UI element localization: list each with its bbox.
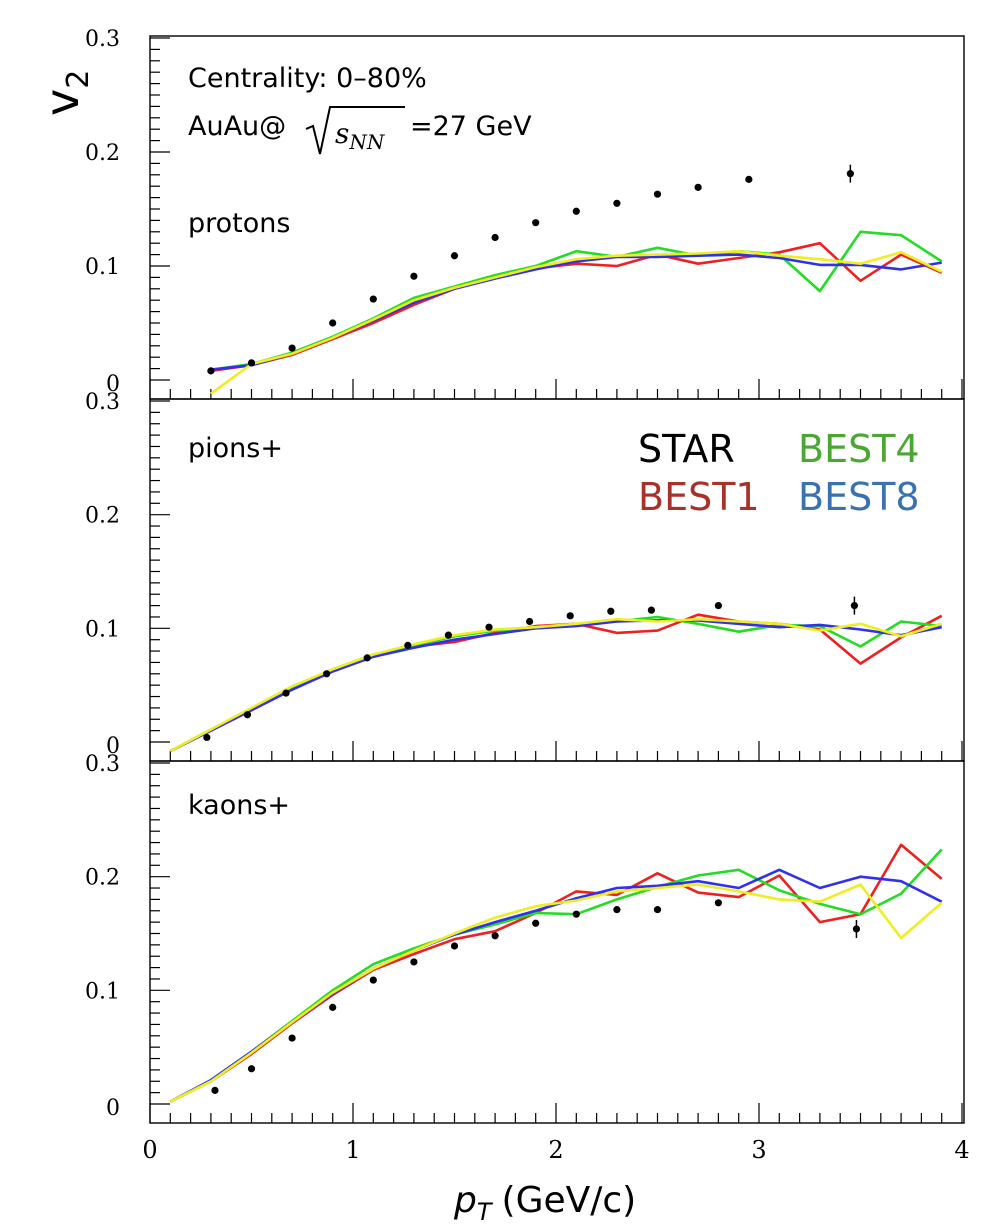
series-line-protons-best4 [210,230,943,371]
star-point [647,606,656,614]
panel-label-protons: protons [188,208,290,239]
star-point [450,252,459,260]
series-layer [169,230,943,1103]
star-point [404,641,412,649]
star-point [653,190,662,198]
series-line-pions-best4 [169,615,942,753]
star-point [363,654,371,662]
star-point [846,170,854,178]
sqrt-symbol [305,106,405,155]
y-axis-label: v2 [35,70,96,116]
star-point [203,733,211,742]
star-point [243,711,252,719]
series-line-kaons-best1 [169,843,943,1103]
y-tick-label: 0 [106,1096,120,1121]
star-point [288,344,296,352]
series-line-pions-best_yellow [169,617,943,753]
y-tick-label: 0.3 [85,390,120,415]
star-point [613,906,621,914]
star-point [607,607,615,615]
star-point [207,367,215,375]
y-tick-labels: 00.10.20.300.10.20.300.10.20.3 [85,27,120,1121]
star-point [850,602,859,610]
star-point [485,623,493,631]
star-point [444,631,453,639]
x-tick-label: 2 [548,1136,563,1164]
y-tick-label: 0 [106,734,120,759]
star-point [526,617,534,626]
y-tick-label: 0.1 [85,979,120,1004]
y-tick-label: 0.2 [85,141,120,166]
star-point [694,183,702,191]
star-points-layer [203,164,861,1094]
legend-best8: BEST8 [798,475,920,519]
star-point [491,233,499,242]
star-point [613,199,621,207]
axis-ticks [149,37,963,1123]
legend-best4: BEST4 [798,427,920,471]
star-point [450,942,459,950]
star-point [532,219,540,227]
star-point [566,612,574,620]
star-point [329,319,337,327]
legend-best1: BEST1 [638,475,760,519]
star-point [714,899,723,907]
star-point [211,1086,219,1094]
star-point [369,976,377,984]
star-point [572,910,580,918]
panel-label-pions: pions+ [188,433,283,464]
y-tick-label: 0.2 [85,504,120,529]
x-tick-label: 4 [954,1136,969,1164]
star-point [532,919,540,927]
star-point [745,175,753,183]
series-line-pions-best8 [169,619,942,753]
system-label: AuAu@ [188,111,286,142]
star-point [323,670,331,678]
star-point [247,359,256,367]
energy-label: =27 GeV [410,111,532,142]
series-line-pions-best1 [169,613,943,753]
y-tick-label: 0 [106,372,120,397]
series-line-kaons-best_yellow [169,883,943,1103]
centrality-label: Centrality: 0–80% [188,63,427,94]
x-tick-labels: 0 1 2 3 4 [142,1136,969,1164]
panel-frame-kaons [149,760,965,1124]
y-tick-label: 0.1 [85,617,120,642]
star-point [288,1034,296,1042]
star-point [410,272,418,280]
x-tick-label: 3 [751,1136,766,1164]
sqrt-label: sNN [335,117,386,154]
star-point [247,1065,256,1073]
star-point [852,925,861,933]
x-axis-label: pT (GeV/c) [453,1180,636,1226]
star-point [491,932,499,940]
star-point [369,295,377,303]
star-point [329,1003,337,1011]
star-point [572,207,580,215]
panel-label-kaons: kaons+ [188,790,290,821]
y-tick-label: 0.1 [85,255,120,280]
y-tick-label: 0.2 [85,866,120,891]
y-tick-label: 0.3 [85,27,120,52]
x-tick-label: 1 [345,1136,360,1164]
y-tick-label: 0.3 [85,752,120,777]
star-point [653,906,662,914]
x-tick-label: 0 [142,1136,157,1164]
star-point [282,689,290,697]
star-point [714,602,723,610]
series-line-protons-best_yellow [210,249,943,395]
legend-star: STAR [638,427,735,471]
star-point [410,958,418,966]
